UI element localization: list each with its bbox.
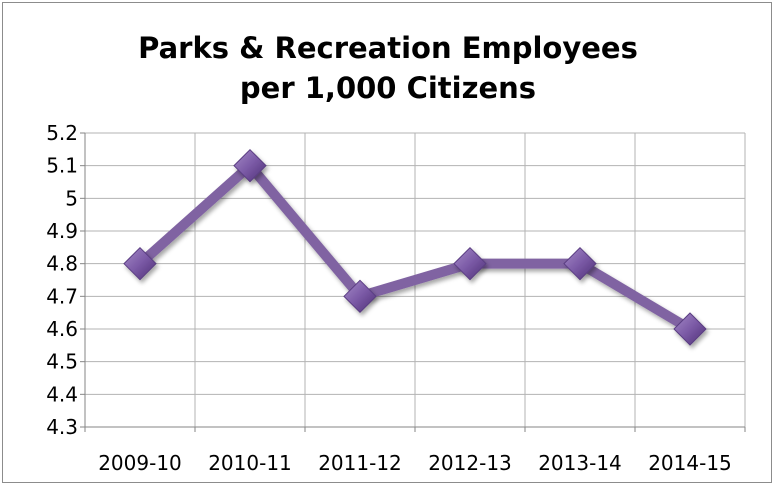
chart-title: Parks & Recreation Employees per 1,000 C… (0, 28, 776, 108)
data-point-marker (453, 246, 487, 281)
series-markers (123, 148, 707, 346)
chart-title-line-2: per 1,000 Citizens (239, 71, 537, 105)
y-tick-label: 5.1 (46, 154, 78, 178)
series-polyline (135, 160, 695, 334)
x-tick-label: 2010-11 (208, 451, 292, 475)
y-tick-label: 4.5 (46, 350, 78, 374)
data-point-marker (343, 279, 377, 314)
series-line (135, 160, 695, 334)
x-tick-label: 2014-15 (648, 451, 732, 475)
data-point-marker (233, 148, 267, 183)
x-tick-label: 2009-10 (98, 451, 182, 475)
chart-title-line-1: Parks & Recreation Employees (138, 31, 638, 65)
y-axis-tick-labels: 4.3 4.4 4.5 4.6 4.7 4.8 4.9 5 5.1 5.2 (46, 121, 78, 439)
y-tick-label: 4.7 (46, 284, 78, 308)
x-tick-label: 2013-14 (538, 451, 622, 475)
data-point-marker (563, 246, 597, 281)
y-tick-label: 4.9 (46, 219, 78, 243)
grid-lines (85, 132, 746, 427)
axes (80, 132, 746, 432)
data-point-marker (673, 312, 707, 346)
y-tick-label: 5 (65, 186, 78, 210)
y-tick-label: 5.2 (46, 121, 78, 145)
x-tick-label: 2011-12 (318, 451, 402, 475)
x-axis-tick-labels: 2009-10 2010-11 2011-12 2012-13 2013-14 2014-… (98, 451, 732, 475)
x-tick-label: 2012-13 (428, 451, 512, 475)
y-tick-label: 4.4 (46, 382, 78, 406)
y-tick-label: 4.8 (46, 252, 78, 276)
y-tick-label: 4.6 (46, 317, 78, 341)
data-point-marker (123, 246, 157, 281)
y-tick-label: 4.3 (46, 415, 78, 439)
